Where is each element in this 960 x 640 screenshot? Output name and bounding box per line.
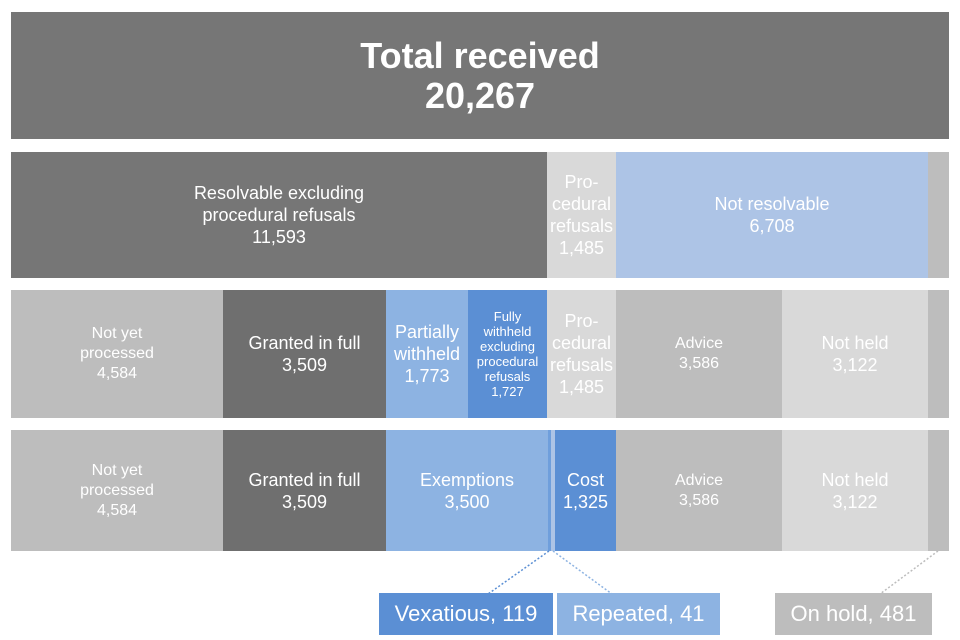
not-resolvable-value: 6,708 [749,216,795,236]
granted-value: 3,509 [281,355,328,375]
fully-label-1: Fully [493,309,522,324]
cost-value: 1,325 [562,491,609,512]
exemptions-value: 3,500 [444,491,490,512]
advice-value: 3,586 [678,355,720,372]
partially-withheld-block: Partially withheld 1,773 [386,290,468,418]
not-yet-processed-block-row2: Not yet processed 4,584 [11,290,223,418]
not-yet-label-2: processed [80,345,154,362]
on-hold-sliver-row2 [928,290,949,418]
advice-label: Advice [674,335,724,352]
total-label: Total received [360,34,600,76]
fully-label-4: procedural [476,354,539,369]
procedural-label-1: Pro- [564,311,599,331]
not-held-value: 3,122 [832,355,878,375]
repeated-text: Repeated, 41 [572,601,705,626]
advice-value: 3,586 [678,491,720,509]
total-received-block: Total received 20,267 [11,12,949,139]
not-yet-label-1: Not yet [91,461,143,479]
resolvable-label-2: procedural refusals [202,205,356,225]
fully-withheld-block: Fully withheld excluding procedural refu… [468,290,547,418]
granted-in-full-block-row3: Granted in full 3,509 [223,430,386,551]
procedural-label-3: refusals [549,216,614,236]
not-yet-label-1: Not yet [91,325,143,342]
on-hold-text: On hold, 481 [790,601,917,626]
not-held-block-row3: Not held 3,122 [782,430,928,551]
not-yet-processed-block-row3: Not yet processed 4,584 [11,430,223,551]
not-yet-label-2: processed [80,481,154,499]
procedural-label-3: refusals [549,355,614,375]
procedural-label-2: cedural [551,333,612,353]
granted-in-full-block-row2: Granted in full 3,509 [223,290,386,418]
fully-label-5: refusals [484,369,531,384]
advice-block-row3: Advice 3,586 [616,430,782,551]
resolvable-label-1: Resolvable excluding [193,183,365,203]
not-held-label: Not held [821,469,889,490]
partially-label-1: Partially [394,322,460,342]
repeated-connector [552,550,613,595]
partially-value: 1,773 [404,366,450,386]
on-hold-connector [879,550,939,595]
procedural-refusals-block-row1: Pro- cedural refusals 1,485 [547,152,616,278]
exemptions-block: Exemptions 3,500 [386,430,548,551]
resolvable-block: Resolvable excluding procedural refusals… [11,152,547,278]
granted-value: 3,509 [281,491,328,512]
advice-block-row2: Advice 3,586 [616,290,782,418]
resolvable-value: 11,593 [252,227,306,247]
not-resolvable-label: Not resolvable [714,194,830,214]
procedural-value: 1,485 [558,377,605,397]
procedural-label-1: Pro- [564,172,599,192]
total-value: 20,267 [424,74,536,116]
fully-label-2: withheld [483,324,532,339]
not-resolvable-block: Not resolvable 6,708 [616,152,928,278]
vexatious-connector [487,550,550,595]
cost-block: Cost 1,325 [555,430,616,551]
not-held-value: 3,122 [832,491,878,512]
advice-label: Advice [674,471,724,489]
repeated-sliver [551,430,555,551]
vexatious-callout: Vexatious, 119 [379,593,553,635]
fully-value: 1,727 [491,384,524,399]
on-hold-sliver-row3 [928,430,949,551]
not-held-label: Not held [821,333,889,353]
not-held-block-row2: Not held 3,122 [782,290,928,418]
repeated-callout: Repeated, 41 [557,593,720,635]
procedural-refusals-block-row2: Pro- cedural refusals 1,485 [547,290,616,418]
procedural-label-2: cedural [551,194,612,214]
vexatious-text: Vexatious, 119 [394,601,538,626]
fully-label-3: excluding [480,339,535,354]
granted-label: Granted in full [248,333,361,353]
not-yet-value: 4,584 [96,501,138,519]
exemptions-label: Exemptions [419,469,515,490]
partially-label-2: withheld [393,344,461,364]
on-hold-callout: On hold, 481 [775,593,932,635]
vexatious-sliver [548,430,551,551]
on-hold-sliver-row1 [928,152,949,278]
granted-label: Granted in full [248,469,361,490]
not-yet-value: 4,584 [96,365,138,382]
procedural-value: 1,485 [558,238,605,258]
cost-label: Cost [566,469,604,490]
